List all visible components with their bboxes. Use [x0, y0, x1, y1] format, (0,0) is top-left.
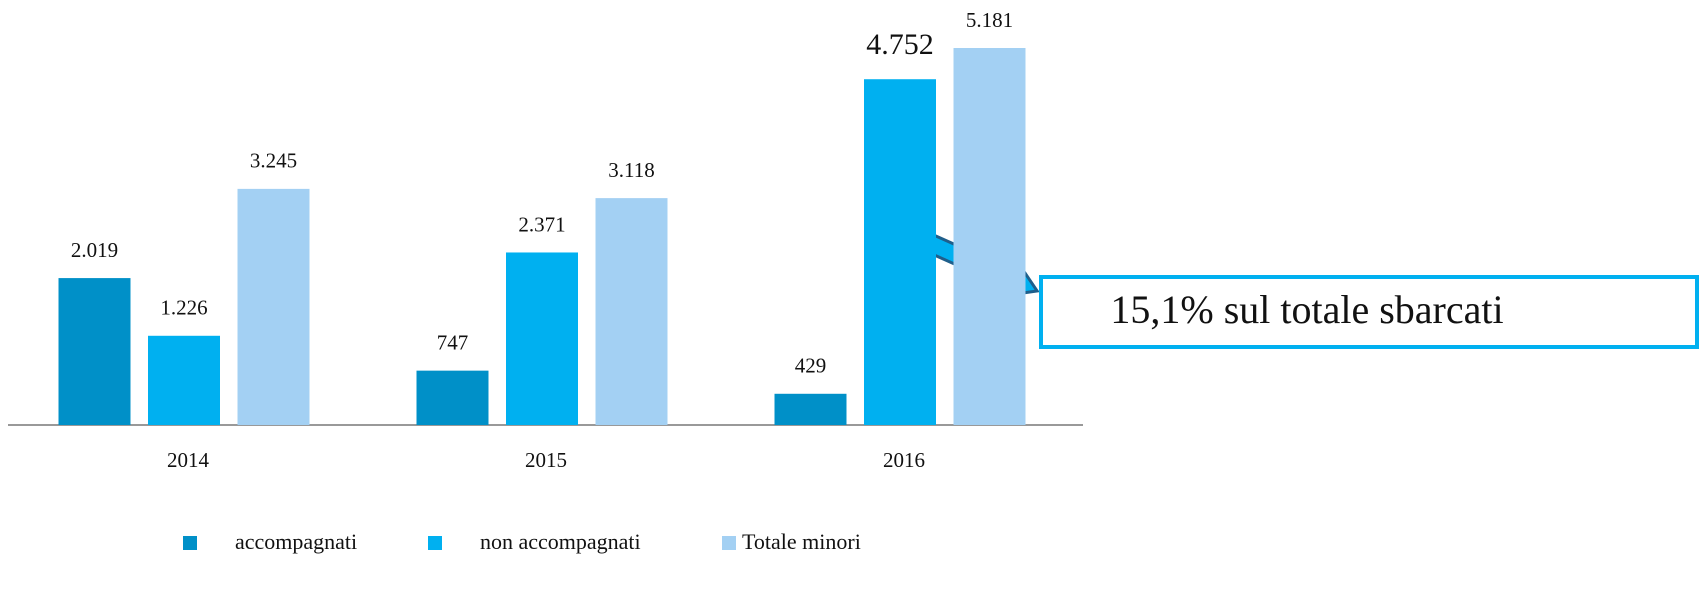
x-tick-label: 2016 — [883, 448, 925, 472]
bar — [148, 335, 220, 425]
value-label: 3.118 — [608, 158, 654, 182]
legend-swatch — [183, 536, 197, 550]
value-label: 3.245 — [250, 149, 297, 173]
bar — [58, 278, 131, 425]
x-tick-label: 2014 — [167, 448, 210, 472]
value-label: 5.181 — [966, 8, 1013, 32]
value-label: 747 — [437, 330, 469, 354]
legend-swatch — [722, 536, 736, 550]
bar — [506, 252, 578, 425]
bar — [595, 198, 668, 425]
value-label: 1.226 — [160, 296, 207, 320]
value-label: 2.371 — [518, 212, 565, 236]
bar — [237, 188, 310, 425]
legend-label: Totale minori — [742, 529, 861, 554]
bar — [774, 393, 847, 425]
legend-swatch — [428, 536, 442, 550]
annotation-box — [1039, 275, 1699, 349]
value-label: 2.019 — [71, 238, 118, 262]
annotation: 15,1% sul totale sbarcati — [1110, 287, 1503, 332]
bar — [864, 79, 936, 426]
bar — [953, 48, 1026, 425]
value-label: 429 — [795, 354, 827, 378]
bar — [416, 370, 489, 425]
value-label: 4.752 — [866, 28, 934, 61]
x-tick-label: 2015 — [525, 448, 567, 472]
legend-label: accompagnati — [235, 529, 357, 554]
legend-label: non accompagnati — [480, 529, 641, 554]
